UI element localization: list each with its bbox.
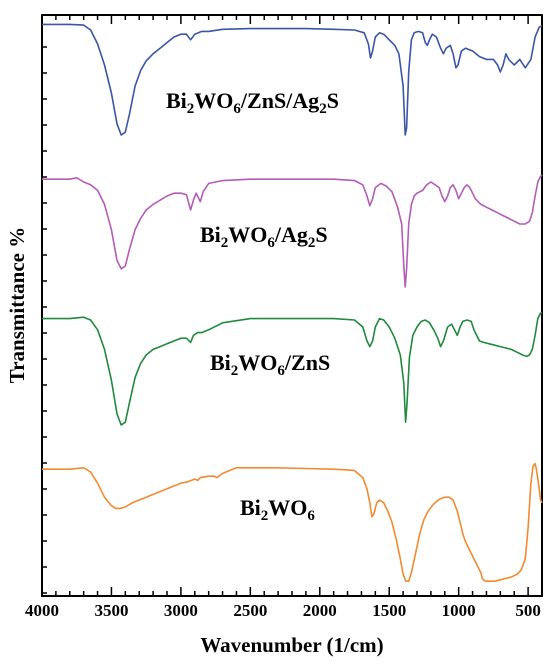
series-label-3: Bi2WO6 (240, 495, 315, 524)
x-tick-label: 500 (515, 601, 541, 620)
series-label-0: Bi2WO6/ZnS/Ag2S (166, 88, 339, 117)
x-tick-label: 1500 (372, 601, 406, 620)
plot-area: 4000 3500 3000 2500 2000 1500 1000 500 Bi2WO6/Z… (25, 14, 543, 620)
ticks-group: 4000 3500 3000 2500 2000 1500 1000 500 (25, 15, 543, 620)
y-axis-title: Transmittance % (5, 227, 29, 384)
x-tick-label: 2000 (303, 601, 337, 620)
x-tick-label: 2500 (233, 601, 267, 620)
x-tick-label: 3000 (164, 601, 198, 620)
x-tick-label: 3500 (94, 601, 128, 620)
series-labels: Bi2WO6/ZnS/Ag2S Bi2WO6/Ag2S Bi2WO6/ZnS Bi2W… (166, 88, 339, 524)
series-label-2: Bi2WO6/ZnS (210, 350, 330, 379)
series-line-1 (42, 174, 543, 288)
series-line-3 (42, 462, 543, 582)
series-label-1: Bi2WO6/Ag2S (200, 222, 328, 251)
series-line-0 (42, 23, 543, 136)
x-axis-title: Wavenumber (1/cm) (200, 633, 383, 657)
series-group (42, 23, 543, 582)
series-line-2 (42, 312, 542, 426)
x-tick-label: 1000 (442, 601, 476, 620)
x-tick-label: 4000 (25, 601, 59, 620)
